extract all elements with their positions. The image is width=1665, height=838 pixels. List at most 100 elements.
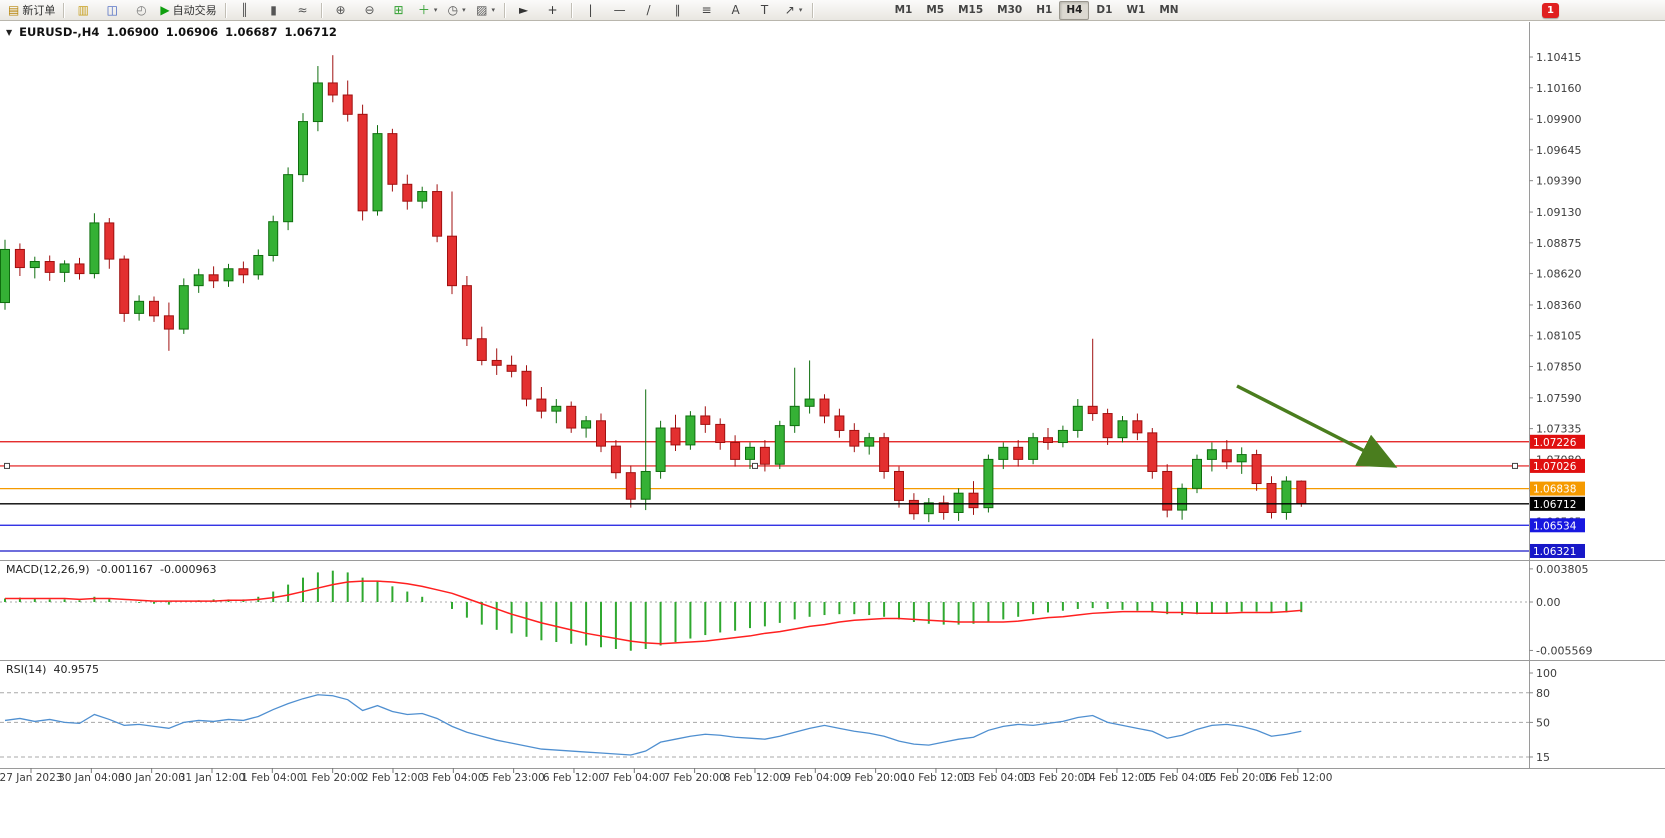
price-axis-label: 1.09130 — [1536, 206, 1582, 219]
macd-label: MACD(12,26,9) -0.001167 -0.000963 — [6, 563, 216, 576]
rsi-line — [4, 694, 1302, 756]
price-axis-label: 1.08360 — [1536, 299, 1582, 312]
auto-trading-button-label: 自动交易 — [172, 4, 217, 17]
timeframe-m30-button[interactable]: M30 — [997, 4, 1023, 16]
toolbar-separator — [570, 2, 573, 18]
notification-badge[interactable]: 1 — [1542, 3, 1559, 18]
market-watch-icon: ◴ — [136, 3, 147, 17]
toolbar: ▤ 新订单 ▥ ◫ ◴ ▶ 自动交易 ║ ▮ ≈ ⊕ ⊖ ⊞ ＋ ▾ ◷ ▾ ▨ ▾ ► + | — / ∥ ≡ A T ↗ ▾ M1 M5 M… — [0, 0, 1665, 21]
profile-button[interactable]: ◫ — [98, 0, 126, 20]
line-chart-button[interactable]: ≈ — [289, 0, 317, 20]
templates-button[interactable]: ▨ ▾ — [472, 0, 500, 20]
auto-trading-button[interactable]: ▶ 自动交易 — [156, 0, 220, 20]
tile-windows-icon: ⊞ — [393, 3, 404, 17]
macd-signal-line — [5, 580, 1302, 645]
time-axis-label: 13 Feb 04:00 — [962, 772, 1031, 784]
channel-button[interactable]: ∥ — [664, 0, 692, 20]
zoom-out-button[interactable]: ⊖ — [356, 0, 384, 20]
chart-high: 1.06906 — [165, 25, 219, 39]
price-axis-label: 1.09645 — [1536, 144, 1582, 157]
chart-symbol-period: EURUSD-,H4 — [19, 25, 100, 39]
line-chart-icon: ≈ — [297, 3, 308, 17]
price-level-badge-text: 1.06321 — [1533, 546, 1576, 558]
timeframe-h4-button[interactable]: H4 — [1059, 0, 1090, 20]
templates-icon: ▨ — [476, 3, 488, 17]
tile-windows-button[interactable]: ⊞ — [385, 0, 413, 20]
line-handle[interactable] — [1512, 462, 1518, 469]
price-axis-label: 1.07850 — [1536, 360, 1582, 373]
arrows-button[interactable]: ↗ ▾ — [780, 0, 808, 20]
trendline-button[interactable]: / — [635, 0, 663, 20]
chart-open: 1.06900 — [106, 25, 159, 39]
crosshair-button[interactable]: + — [539, 0, 567, 20]
chevron-down-icon: ▾ — [462, 6, 466, 14]
time-axis-label: 10 Feb 12:00 — [902, 772, 971, 784]
profile-icon: ◫ — [106, 3, 119, 17]
time-axis-label: 27 Jan 2023 — [0, 772, 62, 784]
macd-signal-value: -0.000963 — [160, 563, 217, 576]
rsi-name: RSI(14) — [6, 663, 47, 676]
time-axis-label: 1 Feb 04:00 — [241, 772, 303, 784]
chevron-down-icon: ▾ — [491, 6, 495, 14]
price-level-badge — [1530, 458, 1585, 473]
label-icon: T — [760, 3, 769, 17]
price-level-badge-text: 1.06838 — [1533, 484, 1576, 496]
macd-name: MACD(12,26,9) — [6, 563, 90, 576]
fibonacci-button[interactable]: ≡ — [693, 0, 721, 20]
line-handle[interactable] — [752, 462, 758, 469]
timeframe-h1-button[interactable]: H1 — [1036, 4, 1053, 16]
price-level-badge-text: 1.06712 — [1533, 499, 1576, 511]
zoom-in-button[interactable]: ⊕ — [327, 0, 355, 20]
time-axis-label: 31 Jan 12:00 — [179, 772, 245, 784]
indicators-button[interactable]: ＋ ▾ — [414, 0, 442, 20]
price-level-badge-text: 1.07226 — [1533, 437, 1577, 449]
candlestick-button[interactable]: ▮ — [260, 0, 288, 20]
chart-title: ▼ EURUSD-,H4 1.06900 1.06906 1.06687 1.0… — [6, 25, 337, 39]
timeframe-w1-button[interactable]: W1 — [1126, 4, 1146, 16]
new-order-button-label: 新订单 — [22, 4, 56, 17]
rsi-label: RSI(14) 40.9575 — [6, 663, 99, 676]
timeframe-m5-button[interactable]: M5 — [926, 4, 945, 16]
price-axis-label: 1.07590 — [1536, 392, 1582, 405]
toolbar-separator — [320, 2, 323, 18]
macd-axis-label: -0.005569 — [1536, 644, 1592, 657]
toolbar-separator — [503, 2, 506, 18]
channel-icon: ∥ — [674, 3, 681, 17]
timeframe-d1-button[interactable]: D1 — [1096, 4, 1113, 16]
charts-button[interactable]: ▥ — [69, 0, 97, 20]
horizontal-line-button[interactable]: — — [606, 0, 634, 20]
chart-stack-icon: ▥ — [77, 3, 90, 17]
chart-close: 1.06712 — [284, 25, 337, 39]
new-order-button[interactable]: ▤ 新订单 — [4, 0, 59, 20]
label-button[interactable]: T — [751, 0, 779, 20]
vertical-line-button[interactable]: | — [577, 0, 605, 20]
market-watch-button[interactable]: ◴ — [127, 0, 155, 20]
timeframe-mn-button[interactable]: MN — [1159, 4, 1179, 16]
timeframe-m15-button[interactable]: M15 — [958, 4, 984, 16]
line-handle[interactable] — [4, 462, 10, 469]
chevron-down-icon: ▾ — [798, 6, 803, 14]
text-button[interactable]: A — [722, 0, 750, 20]
chart-low: 1.06687 — [225, 25, 278, 39]
collapse-triangle-icon[interactable]: ▼ — [6, 27, 13, 37]
toolbar-separator — [811, 2, 814, 18]
rsi-axis-label: 100 — [1536, 667, 1557, 680]
cursor-button[interactable]: ► — [510, 0, 538, 20]
timeframe-group: M1 M5 M15 M30 H1 H4 D1 W1 MN — [888, 0, 1186, 20]
bar-chart-button[interactable]: ║ — [231, 0, 259, 20]
trend-arrow-annotation[interactable] — [1236, 384, 1398, 468]
rsi-value: 40.9575 — [53, 663, 99, 676]
timeframe-m1-button[interactable]: M1 — [894, 4, 913, 16]
time-axis-label: 16 Feb 12:00 — [1263, 772, 1332, 784]
price-level-badge-text: 1.07026 — [1533, 461, 1577, 473]
auto-trading-icon: ▶ — [160, 3, 170, 17]
new-order-icon: ▤ — [8, 3, 20, 17]
price-level-badge — [1530, 481, 1585, 496]
vertical-line-icon: | — [588, 3, 593, 17]
time-axis-label: 3 Feb 04:00 — [422, 772, 484, 784]
price-axis-label: 1.10415 — [1536, 51, 1582, 64]
periods-button[interactable]: ◷ ▾ — [443, 0, 471, 20]
time-axis-label: 7 Feb 20:00 — [664, 772, 726, 784]
rsi-axis-label: 80 — [1536, 687, 1550, 700]
